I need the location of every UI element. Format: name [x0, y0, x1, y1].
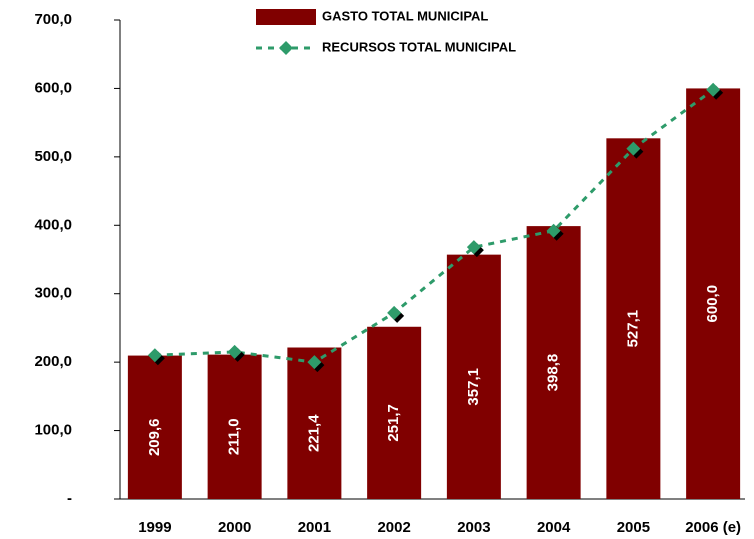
marker: [307, 355, 322, 370]
bar: [127, 355, 182, 499]
marker: [466, 240, 481, 255]
bar: [207, 354, 262, 499]
bar: [526, 226, 581, 499]
value-label: 209,6: [146, 419, 163, 457]
y-tick-label: 700,0: [34, 11, 72, 28]
x-tick-label: 2004: [537, 519, 571, 536]
marker: [546, 223, 561, 238]
x-tick-label: 2003: [457, 519, 490, 536]
value-label: 251,7: [385, 404, 402, 442]
marker: [227, 344, 242, 359]
legend-label: GASTO TOTAL MUNICIPAL: [322, 8, 488, 23]
marker: [706, 82, 721, 97]
marker: [387, 305, 402, 320]
y-tick-label: -: [67, 490, 72, 507]
x-tick-label: 1999: [138, 519, 171, 536]
y-tick-label: 100,0: [34, 422, 72, 439]
legend-marker: [279, 41, 293, 55]
marker: [147, 348, 162, 363]
marker: [626, 141, 641, 156]
bar: [606, 138, 661, 500]
bar: [446, 254, 501, 499]
value-label: 398,8: [545, 354, 562, 392]
bar: [367, 326, 422, 499]
value-label: 600,0: [704, 285, 721, 323]
x-tick-label: 2000: [218, 519, 251, 536]
x-tick-label: 2005: [617, 519, 650, 536]
y-tick-label: 300,0: [34, 285, 72, 302]
value-label: 527,1: [624, 310, 641, 348]
value-label: 357,1: [465, 368, 482, 406]
value-label: 211,0: [226, 418, 243, 455]
y-tick-label: 400,0: [34, 216, 72, 233]
bar: [686, 88, 741, 499]
y-tick-label: 200,0: [34, 353, 72, 370]
legend-swatch: [256, 9, 316, 25]
y-tick-label: 500,0: [34, 148, 72, 165]
value-label: 221,4: [305, 414, 322, 452]
x-tick-label: 2006 (e): [685, 519, 741, 536]
x-tick-label: 2002: [377, 519, 410, 536]
x-tick-label: 2001: [298, 519, 331, 536]
y-tick-label: 600,0: [34, 79, 72, 96]
legend-label: RECURSOS TOTAL MUNICIPAL: [322, 39, 516, 54]
line: [154, 88, 715, 364]
bar: [287, 347, 342, 499]
